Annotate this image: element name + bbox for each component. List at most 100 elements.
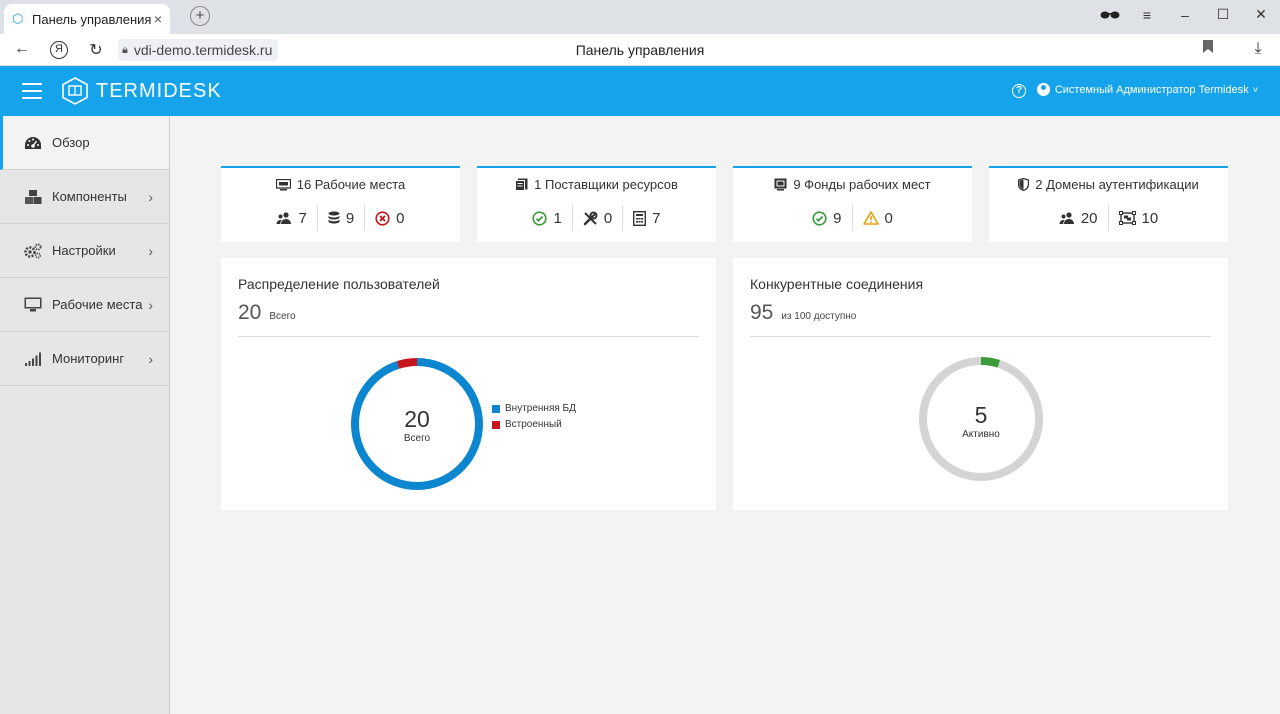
minimize-icon[interactable]: –	[1181, 6, 1189, 23]
back-arrow-icon[interactable]: ←	[14, 40, 30, 57]
legend-label: Встроенный	[505, 419, 562, 430]
users-donut-value: 20	[404, 406, 430, 432]
donut-slice-available[interactable]	[919, 357, 1043, 481]
desktop-icon	[275, 178, 291, 191]
app-header: TERMIDESK ? Системный Администратор Term…	[0, 66, 1280, 116]
cubes-icon	[24, 188, 42, 206]
close-window-icon[interactable]: ✕	[1255, 6, 1267, 22]
domains-card[interactable]: 2 Домены аутентификации 20 10	[989, 166, 1228, 242]
yandex-icon[interactable]: Я	[50, 41, 68, 59]
users-total-label: Всего	[269, 311, 296, 322]
browser-tab[interactable]: ⬡ Панель управления ×	[4, 4, 170, 34]
database-icon	[328, 211, 340, 225]
bookmark-icon[interactable]	[1198, 40, 1218, 56]
users-icon	[1059, 212, 1075, 224]
legend-item[interactable]: Встроенный	[492, 419, 576, 430]
sidebar-item-monitoring[interactable]: Мониторинг ›	[0, 332, 169, 386]
termidesk-logo[interactable]: TERMIDESK	[62, 77, 222, 105]
stat-value: 1	[553, 209, 562, 227]
help-icon[interactable]: ?	[1012, 84, 1026, 98]
stat-value: 7	[298, 209, 307, 227]
legend-swatch	[492, 404, 500, 413]
providers-ok-stat: 1	[522, 205, 573, 231]
sidebar: Обзор Компоненты › Настройки › Рабочие м…	[0, 116, 170, 714]
user-caret-icon: ˅	[1252, 84, 1258, 95]
connections-total-label: из 100 доступно	[781, 311, 857, 322]
providers-card[interactable]: 1 Поставщики ресурсов 1 0 7	[477, 166, 716, 242]
tab-close-icon[interactable]: ×	[153, 11, 162, 27]
user-avatar-icon	[1036, 83, 1050, 96]
connections-donut-center: 5 Активно	[941, 402, 1021, 440]
user-name: Системный Администратор Termidesk	[1054, 83, 1249, 96]
connections-donut-value: 5	[974, 402, 988, 428]
connections-donut-chart	[919, 357, 1043, 481]
providers-title: 1 Поставщики ресурсов	[534, 177, 678, 192]
stat-value: 0	[396, 209, 405, 227]
legend-item[interactable]: Внутренняя БД	[492, 403, 576, 414]
pools-warnings-stat: 0	[853, 205, 903, 231]
monitor-icon	[24, 296, 42, 314]
domains-title: 2 Домены аутентификации	[1035, 177, 1199, 192]
check-circle-icon	[532, 210, 548, 226]
user-menu[interactable]: Системный Администратор Termidesk ˅	[1036, 83, 1258, 96]
connections-total-value: 95	[750, 301, 774, 324]
lock-icon: 🔒︎	[122, 44, 128, 56]
hamburger-menu-icon[interactable]	[22, 83, 42, 99]
wrench-icon	[583, 211, 598, 226]
browser-address-bar: ← Я ↻ 🔒︎ vdi-demo.termidesk.ru Панель уп…	[0, 34, 1280, 66]
incognito-glasses-icon[interactable]	[1100, 7, 1120, 23]
maximize-icon[interactable]: ☐	[1216, 6, 1230, 22]
url-field[interactable]: 🔒︎ vdi-demo.termidesk.ru	[118, 39, 279, 61]
connections-donut-label: Активно	[962, 429, 1000, 440]
stat-value: 9	[345, 209, 355, 227]
pool-icon	[774, 178, 787, 191]
pools-ok-stat: 9	[802, 205, 853, 231]
browser-tab-bar: ⬡ Панель управления × + ≡ – ☐ ✕	[0, 0, 1280, 34]
workstations-users-stat: 7	[266, 205, 318, 231]
check-circle-icon	[812, 210, 827, 226]
sidebar-item-label: Компоненты	[52, 189, 127, 204]
chevron-right-icon: ›	[148, 188, 153, 205]
workstations-card[interactable]: 16 Рабочие места 7 9 0	[221, 166, 460, 242]
users-donut-center: 20 Всего	[377, 406, 457, 444]
sidebar-item-components[interactable]: Компоненты ›	[0, 170, 169, 224]
users-icon	[276, 212, 292, 224]
stat-value: 20	[1080, 209, 1098, 227]
domains-groups-stat: 10	[1109, 205, 1169, 231]
sidebar-item-label: Настройки	[52, 243, 116, 258]
sidebar-item-settings[interactable]: Настройки ›	[0, 224, 169, 278]
stat-value: 10	[1141, 209, 1159, 227]
workstations-db-stat: 9	[318, 205, 366, 231]
sidebar-item-label: Мониторинг	[52, 351, 125, 366]
users-total-value: 20	[238, 301, 262, 324]
shield-icon	[1018, 178, 1030, 191]
pools-title: 9 Фонды рабочих мест	[793, 177, 931, 192]
termidesk-hexagon-icon	[62, 77, 88, 105]
users-donut-chart	[351, 358, 483, 490]
legend-label: Внутренняя БД	[505, 403, 576, 414]
users-legend: Внутренняя БД Встроенный	[492, 403, 576, 435]
download-icon[interactable]: ⤓	[1254, 40, 1262, 57]
divider	[238, 336, 699, 337]
stat-value: 9	[833, 209, 842, 227]
sidebar-item-workstations[interactable]: Рабочие места ›	[0, 278, 169, 332]
termidesk-favicon-icon: ⬡	[12, 11, 24, 26]
stat-value: 0	[603, 209, 613, 227]
window-controls: ≡ – ☐ ✕	[1100, 6, 1270, 23]
workstations-errors-stat: 0	[365, 205, 414, 231]
reload-icon[interactable]: ↻	[89, 42, 103, 59]
menu-icon[interactable]: ≡	[1142, 6, 1152, 23]
cogs-icon	[24, 242, 42, 260]
sidebar-item-overview[interactable]: Обзор	[0, 116, 169, 170]
domains-users-stat: 20	[1049, 205, 1109, 231]
pools-card[interactable]: 9 Фонды рабочих мест 9 0	[733, 166, 972, 242]
error-circle-icon	[375, 210, 390, 226]
url-text: vdi-demo.termidesk.ru	[133, 42, 273, 58]
logo-text: TERMIDESK	[96, 79, 222, 102]
new-tab-button[interactable]: +	[190, 6, 210, 26]
workstations-title: 16 Рабочие места	[296, 177, 406, 192]
divider	[750, 336, 1211, 337]
donut-slice-builtin[interactable]	[351, 358, 483, 490]
stat-value: 7	[652, 209, 661, 227]
sidebar-item-label: Обзор	[52, 135, 90, 150]
